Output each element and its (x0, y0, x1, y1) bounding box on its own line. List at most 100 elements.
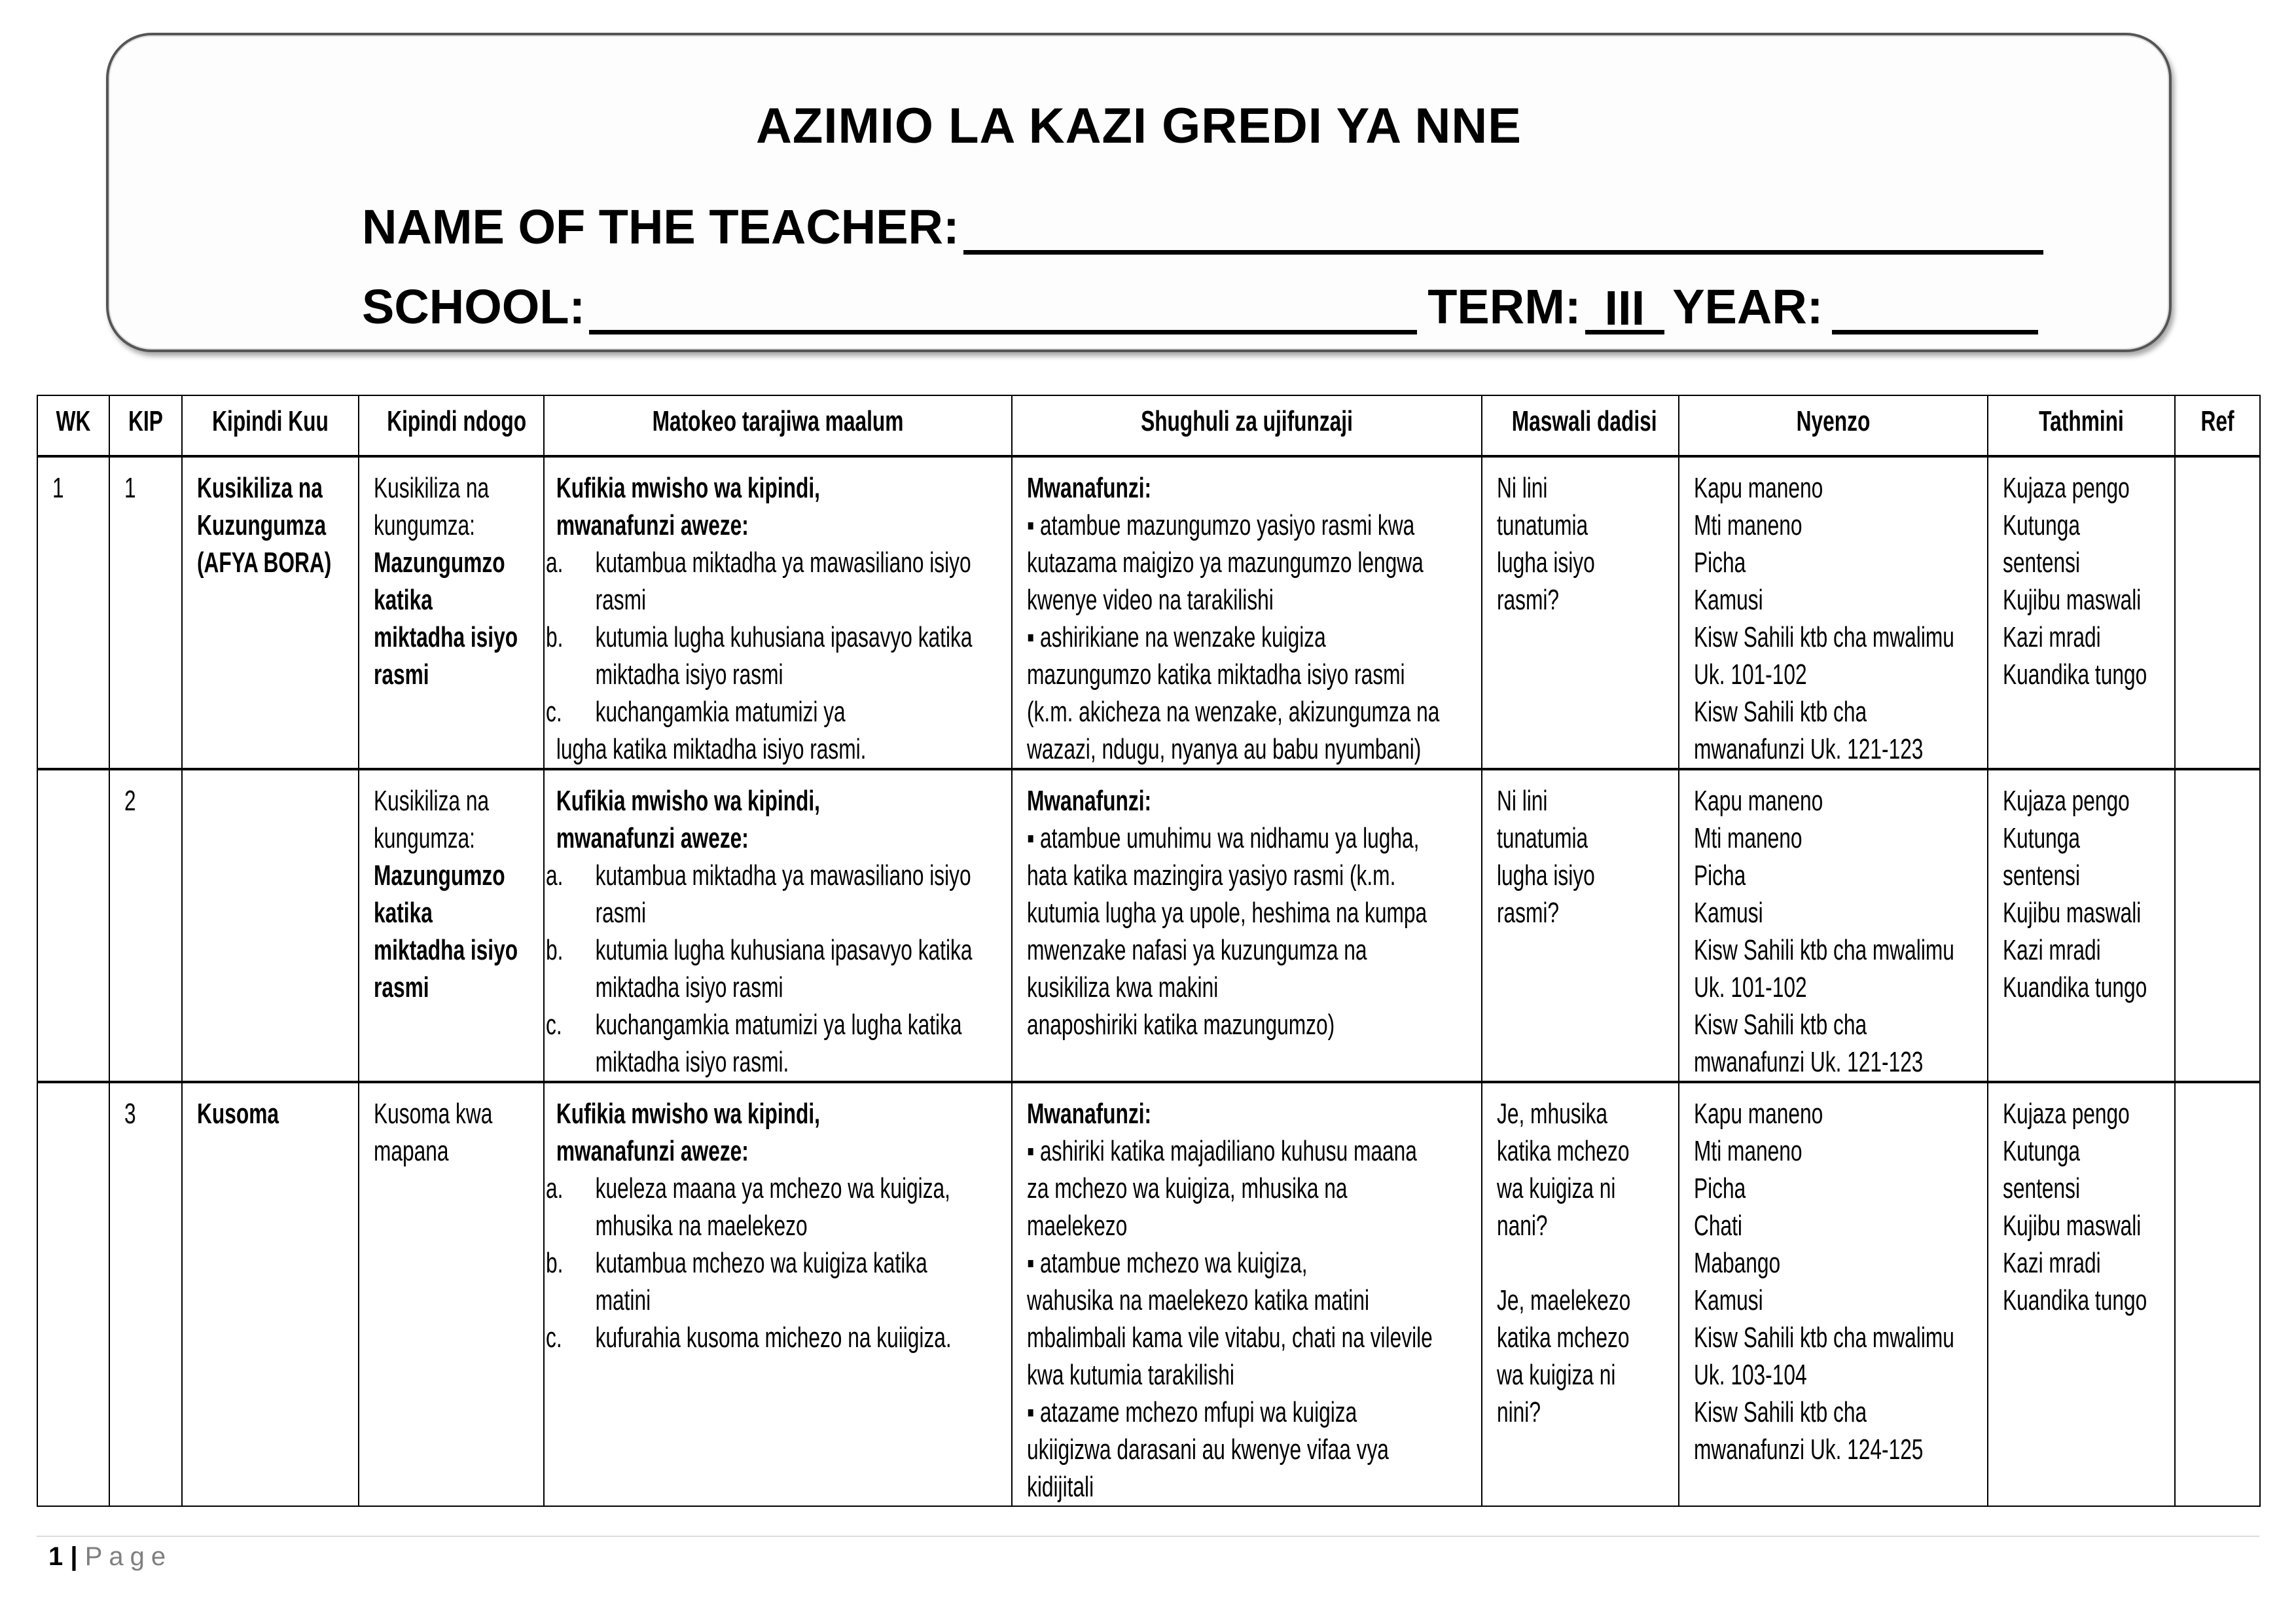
cell-line: 1 (124, 472, 136, 504)
list-item-text: kuchangamkia matumizi ya lugha katika (595, 1009, 962, 1041)
cell-line: Kujibu maswali (2003, 897, 2142, 929)
cell-line: Kusikiliza na (197, 472, 323, 504)
year-label: YEAR: (1672, 280, 1823, 334)
cell-line: ▪ atambue umuhimu wa nidhamu ya lugha, (1027, 822, 1420, 854)
list-marker: b. (546, 934, 564, 966)
table-row: 1 1 Kusikiliza na Kuzungumza (AFYA BORA) Kusi… (37, 456, 2261, 770)
list-item-text: kueleza maana ya mchezo wa kuigiza, (595, 1172, 950, 1204)
cell-line: Kisw Sahili ktb cha (1694, 1396, 1867, 1428)
term-field[interactable]: III (1585, 284, 1665, 334)
cell-line: Kapu maneno (1694, 785, 1823, 817)
cell-line: mwanafunzi aweze: (556, 1135, 749, 1167)
cell-line: kungumza: (374, 822, 475, 854)
cell-line: lugha katika miktadha isiyo rasmi. (556, 733, 867, 765)
cell-matokeo: Kufikia mwisho wa kipindi, mwanafunzi awe… (543, 1081, 1013, 1507)
teacher-field[interactable] (963, 211, 2043, 255)
cell-line: Kamusi (1694, 897, 1763, 929)
column-header-label: Tathmini (2039, 405, 2124, 437)
cell-maswali: Ni lini tunatumia lugha isiyo rasmi? (1481, 456, 1679, 770)
cell-line: rasmi (595, 897, 647, 929)
cell-line: Je, mhusika (1497, 1098, 1608, 1130)
cell-line: Kusoma kwa (374, 1098, 493, 1130)
column-header: Matokeo tarajiwa maalum (543, 395, 1013, 457)
cell-line: lugha isiyo (1497, 859, 1595, 892)
cell-line: Chati (1694, 1210, 1742, 1242)
cell-line: kidijitali (1027, 1471, 1094, 1503)
cell-maswali: Ni lini tunatumia lugha isiyo rasmi? (1481, 768, 1679, 1083)
cell-line: Kuandika tungo (2003, 1284, 2147, 1316)
cell-line: Mazungumzo (374, 547, 505, 579)
cell-line: Kamusi (1694, 1284, 1763, 1316)
list-marker: a. (546, 1172, 564, 1204)
footer-separator: | (70, 1542, 78, 1571)
cell-line: miktadha isiyo rasmi (595, 659, 783, 691)
cell-line: Mwanafunzi: (1027, 1098, 1152, 1130)
school-field[interactable] (589, 291, 1418, 334)
column-header-label: Matokeo tarajiwa maalum (652, 405, 904, 437)
column-header-label: Nyenzo (1796, 405, 1871, 437)
cell-line: sentensi (2003, 1172, 2081, 1204)
cell-line (1497, 1244, 1624, 1282)
cell-wk: 1 (37, 456, 110, 770)
cell-line: sentensi (2003, 547, 2081, 579)
cell-line: tunatumia (1497, 509, 1588, 541)
column-header: Kipindi Kuu (181, 395, 359, 457)
cell-line: a. kutambua miktadha ya mawasiliano isiyo (546, 857, 971, 894)
cell-wk (37, 1081, 110, 1507)
cell-line: Kujibu maswali (2003, 584, 2142, 616)
cell-ndogo: Kusikiliza na kungumza: Mazungumzo katika mi… (358, 768, 545, 1083)
cell-line: mbalimbali kama vile vitabu, chati na vi… (1027, 1322, 1433, 1354)
cell-line: Je, maelekezo (1497, 1284, 1631, 1316)
table-header-row: WK KIP Kipindi Kuu Kipindi ndogo Matokeo tar… (37, 395, 2261, 457)
cell-line: Kisw Sahili ktb cha mwalimu (1694, 1322, 1954, 1354)
page-footer: 1 | Page (48, 1542, 172, 1572)
column-header-label: Kipindi Kuu (212, 405, 329, 437)
list-item-text: kufurahia kusoma michezo na kuiigiza. (595, 1322, 952, 1354)
cell-shughuli: Mwanafunzi: ▪ atambue umuhimu wa nidhamu … (1011, 768, 1482, 1083)
cell-line: wahusika na maelekezo katika matini (1027, 1284, 1369, 1316)
cell-line: miktadha isiyo rasmi. (595, 1046, 789, 1078)
cell-line: miktadha isiyo rasmi (595, 971, 783, 1003)
column-header: Maswali dadisi (1481, 395, 1679, 457)
list-marker: b. (546, 1247, 564, 1279)
cell-line: Kisw Sahili ktb cha mwalimu (1694, 934, 1954, 966)
cell-line: ▪ ashiriki katika majadiliano kuhusu maa… (1027, 1135, 1417, 1167)
cell-line: Kazi mradi (2003, 1247, 2101, 1279)
cell-line: c. kuchangamkia matumizi ya lugha katika (546, 1006, 962, 1043)
cell-line: Mwanafunzi: (1027, 785, 1152, 817)
year-field[interactable] (1832, 291, 2039, 334)
column-header-label: WK (56, 405, 91, 437)
list-marker: a. (546, 547, 564, 579)
cell-line: Kujaza pengo (2003, 1098, 2130, 1130)
cell-line: kutazama maigizo ya mazungumzo lengwa (1027, 547, 1424, 579)
cell-line: Picha (1694, 547, 1746, 579)
cell-line: Kapu maneno (1694, 1098, 1823, 1130)
cell-line: Kuandika tungo (2003, 659, 2147, 691)
cell-line: Kuzungumza (197, 509, 327, 541)
cell-kip: 1 (109, 456, 183, 770)
cell-line: matini (595, 1284, 651, 1316)
cell-kuu: Kusoma (181, 1081, 359, 1507)
cell-line: mwanafunzi aweze: (556, 822, 749, 854)
list-item-text: kutambua mchezo wa kuigiza katika (595, 1247, 927, 1279)
list-marker: c. (546, 1322, 562, 1354)
cell-line: Kujaza pengo (2003, 785, 2130, 817)
cell-kuu (181, 768, 359, 1083)
list-item-text: kutumia lugha kuhusiana ipasavyo katika (595, 934, 973, 966)
cell-matokeo: Kufikia mwisho wa kipindi, mwanafunzi awe… (543, 456, 1013, 770)
cell-line: anaposhiriki katika mazungumzo) (1027, 1009, 1335, 1041)
cell-tathmini: Kujaza pengo Kutunga sentensi Kujibu maswal… (1987, 768, 2176, 1083)
cell-tathmini: Kujaza pengo Kutunga sentensi Kujibu maswal… (1987, 1081, 2176, 1507)
cell-line: za mchezo wa kuigiza, mhusika na (1027, 1172, 1348, 1204)
school-line: SCHOOL: TERM: III YEAR: (362, 279, 2042, 334)
cell-line: ▪ atambue mchezo wa kuigiza, (1027, 1247, 1308, 1279)
cell-line: Kusikiliza na (374, 785, 490, 817)
cell-line: wa kuigiza ni (1497, 1172, 1616, 1204)
list-marker: c. (546, 1009, 562, 1041)
footer-divider (37, 1536, 2259, 1537)
cell-line: Mti maneno (1694, 1135, 1803, 1167)
table-row: 3 Kusoma Kusoma kwa mapana Kufikia mwisho wa… (37, 1081, 2261, 1507)
cell-ref (2174, 456, 2261, 770)
table-row: 2 Kusikiliza na kungumza: Mazungumzo katika m… (37, 768, 2261, 1083)
cell-line: mwanafunzi aweze: (556, 509, 749, 541)
